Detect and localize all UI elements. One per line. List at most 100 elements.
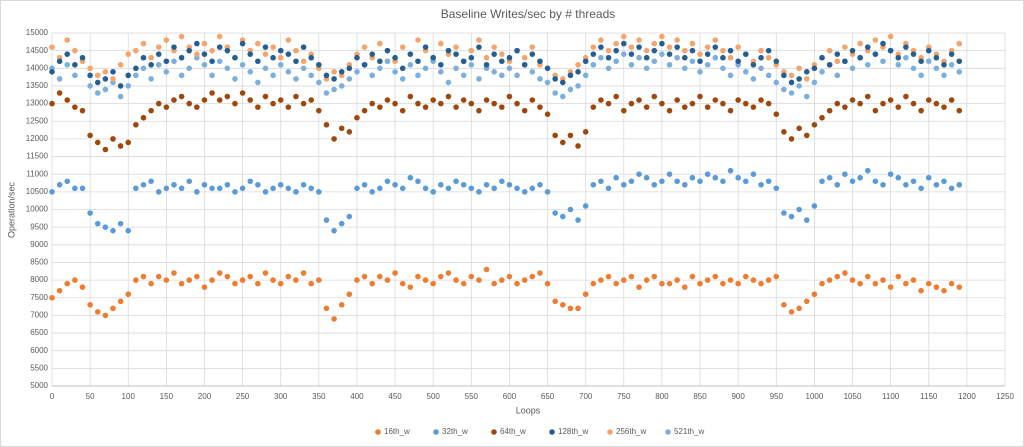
data-point xyxy=(666,107,673,114)
data-point xyxy=(582,129,589,135)
data-point xyxy=(270,54,276,61)
x-axis-label: Loops xyxy=(516,405,541,415)
data-point xyxy=(155,273,162,280)
data-point xyxy=(742,100,749,107)
data-point xyxy=(887,97,894,103)
data-point xyxy=(270,44,276,50)
data-point xyxy=(849,178,856,185)
data-point xyxy=(773,58,780,65)
data-point xyxy=(712,97,719,103)
data-point xyxy=(79,107,86,114)
data-point xyxy=(925,280,932,287)
data-point xyxy=(56,181,63,188)
data-point xyxy=(270,72,276,79)
data-point xyxy=(514,280,520,287)
data-point xyxy=(87,65,93,72)
data-point xyxy=(765,47,772,54)
data-point xyxy=(407,93,414,100)
data-point xyxy=(811,79,818,86)
data-point xyxy=(758,280,764,287)
data-point xyxy=(445,270,452,276)
data-point xyxy=(399,65,406,72)
data-point xyxy=(918,185,924,192)
data-point xyxy=(94,220,101,227)
data-point xyxy=(819,54,825,61)
data-point xyxy=(582,58,589,65)
x-tick-label: 400 xyxy=(350,392,364,401)
data-point xyxy=(621,51,627,57)
data-point xyxy=(133,121,139,128)
data-point xyxy=(232,100,238,107)
data-point xyxy=(392,100,398,107)
data-point xyxy=(613,47,619,54)
data-point xyxy=(285,37,292,43)
data-point xyxy=(476,76,482,82)
data-point xyxy=(765,178,772,185)
data-point xyxy=(918,72,924,79)
data-point xyxy=(803,69,810,75)
data-point xyxy=(598,178,604,185)
legend-marker xyxy=(433,429,439,435)
data-point xyxy=(910,100,917,107)
data-point xyxy=(445,47,452,54)
data-point xyxy=(499,72,505,79)
x-tick-label: 150 xyxy=(160,392,174,401)
data-point xyxy=(468,61,475,68)
data-point xyxy=(338,69,345,75)
data-point xyxy=(316,107,322,114)
data-point xyxy=(468,185,475,192)
data-point xyxy=(712,44,719,50)
data-point xyxy=(689,100,696,107)
data-point xyxy=(110,227,116,234)
data-point xyxy=(621,277,627,283)
data-point xyxy=(590,44,597,50)
data-point xyxy=(277,54,284,61)
data-point xyxy=(323,121,330,128)
data-point xyxy=(666,44,673,50)
data-point xyxy=(285,273,292,280)
data-point xyxy=(933,284,940,290)
data-point xyxy=(941,72,947,79)
data-point xyxy=(316,61,322,68)
legend-marker xyxy=(665,429,671,435)
data-point xyxy=(125,83,132,89)
data-point xyxy=(925,174,932,181)
data-point xyxy=(148,61,154,68)
data-point xyxy=(171,58,177,65)
data-point xyxy=(323,305,330,312)
data-point xyxy=(857,174,863,181)
data-point xyxy=(720,280,726,287)
data-point xyxy=(651,181,658,188)
data-point xyxy=(415,72,421,79)
data-point xyxy=(255,58,261,65)
data-point xyxy=(803,76,810,82)
data-point xyxy=(247,97,254,103)
data-point xyxy=(796,65,802,72)
data-point xyxy=(338,125,345,132)
data-point xyxy=(102,224,109,230)
data-point xyxy=(87,132,93,139)
data-point xyxy=(613,58,619,65)
data-point xyxy=(560,213,566,220)
data-point xyxy=(948,61,955,68)
data-point xyxy=(346,213,353,220)
data-point xyxy=(636,44,642,50)
data-point xyxy=(72,72,78,79)
data-point xyxy=(689,47,696,54)
data-point xyxy=(155,61,162,68)
data-point xyxy=(529,69,536,75)
data-point xyxy=(277,280,284,287)
data-point xyxy=(506,273,513,280)
data-point xyxy=(232,280,238,287)
data-point xyxy=(834,72,841,79)
data-point xyxy=(659,178,665,185)
data-point xyxy=(216,44,223,50)
data-point xyxy=(849,65,856,72)
data-point xyxy=(201,40,208,47)
data-point xyxy=(735,44,741,50)
data-point xyxy=(918,287,924,294)
data-point xyxy=(628,51,635,57)
data-point xyxy=(155,44,162,50)
x-tick-label: 1200 xyxy=(958,392,976,401)
